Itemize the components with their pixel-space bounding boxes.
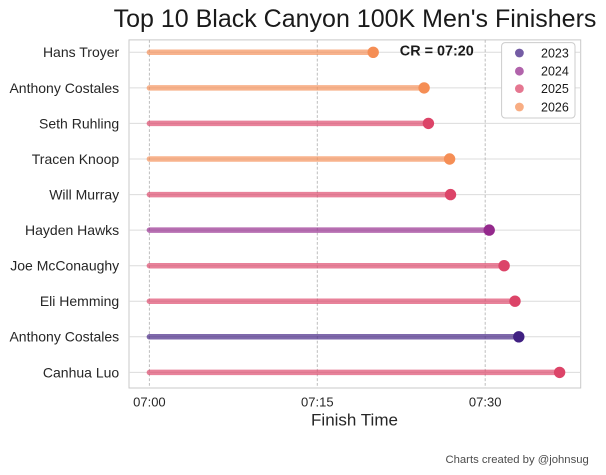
svg-text:Will Murray: Will Murray — [49, 187, 119, 203]
svg-text:Eli Hemming: Eli Hemming — [40, 293, 119, 309]
svg-text:07:30: 07:30 — [469, 394, 502, 409]
svg-text:Joe McConaughy: Joe McConaughy — [10, 258, 119, 274]
svg-text:2026: 2026 — [541, 100, 569, 114]
svg-text:Hayden Hawks: Hayden Hawks — [25, 222, 119, 238]
svg-text:Anthony Costales: Anthony Costales — [9, 329, 119, 345]
svg-text:CR = 07:20: CR = 07:20 — [400, 44, 474, 60]
svg-text:07:00: 07:00 — [133, 394, 166, 409]
svg-text:Finish Time: Finish Time — [311, 410, 398, 429]
svg-text:Top 10 Black Canyon 100K Men's: Top 10 Black Canyon 100K Men's Finishers — [114, 5, 597, 33]
svg-text:2024: 2024 — [541, 65, 569, 79]
svg-text:Canhua Luo: Canhua Luo — [43, 364, 120, 380]
svg-text:2023: 2023 — [541, 46, 569, 60]
svg-text:Anthony Costales: Anthony Costales — [9, 80, 119, 96]
svg-text:2025: 2025 — [541, 82, 569, 96]
svg-text:07:15: 07:15 — [301, 394, 334, 409]
svg-text:Tracen Knoop: Tracen Knoop — [32, 151, 120, 167]
svg-text:Hans Troyer: Hans Troyer — [43, 44, 120, 60]
svg-text:Charts created by @johnsug: Charts created by @johnsug — [445, 454, 588, 466]
svg-text:Seth Ruhling: Seth Ruhling — [39, 115, 119, 131]
